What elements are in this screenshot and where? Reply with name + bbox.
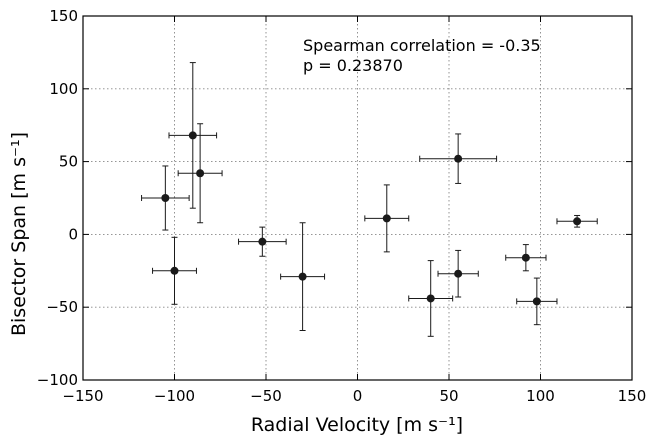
correlation-annotation: Spearman correlation = -0.35 [303,36,541,55]
x-axis-label: Radial Velocity [m s⁻¹] [251,414,463,436]
data-point [170,266,179,275]
x-tick-label: 50 [439,387,458,405]
data-point [298,272,307,281]
x-tick-label: −150 [62,387,103,405]
p-value-annotation: p = 0.23870 [303,56,403,75]
y-axis-label: Bisector Span [m s⁻¹] [8,132,30,336]
y-tick-label: 50 [59,153,78,171]
y-tick-label: 100 [49,80,78,98]
error-bars [141,62,598,337]
data-point [188,131,197,140]
x-tick-label: 0 [353,387,363,405]
data-point [521,253,530,262]
data-point [426,294,435,303]
data-point [454,269,463,278]
data-point [454,154,463,163]
y-tick-label: 150 [49,7,78,25]
data-point [573,217,582,226]
data-points [161,131,582,306]
x-tick-label: 150 [618,387,647,405]
data-point [161,194,170,202]
y-tick-label: −100 [37,371,78,389]
x-tick-label: −100 [154,387,195,405]
ticks [82,15,633,381]
grid [83,16,632,380]
x-tick-label: −50 [250,387,282,405]
y-tick-label: 0 [68,225,78,243]
data-point [196,169,205,178]
x-tick-label: 100 [526,387,555,405]
y-tick-label: −50 [46,298,78,316]
data-point [382,214,391,223]
data-point [258,237,267,246]
data-point [532,297,541,306]
